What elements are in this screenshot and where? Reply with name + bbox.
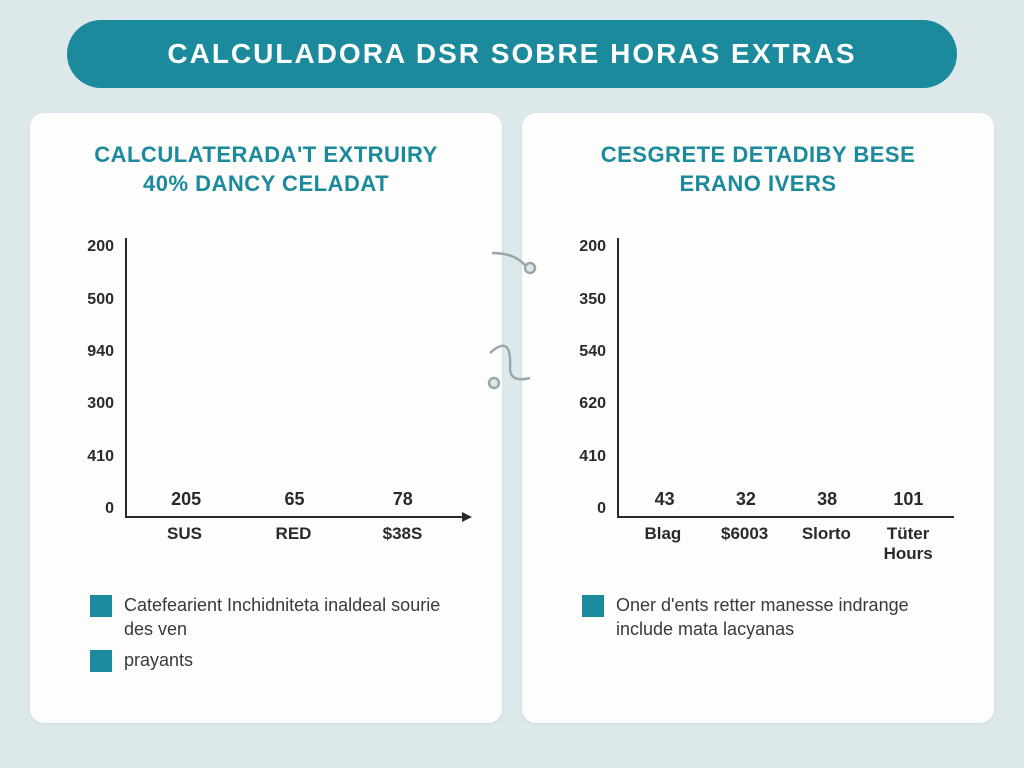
ytick: 620 bbox=[562, 395, 612, 413]
right-y-axis: 200 350 540 620 410 0 bbox=[562, 238, 612, 518]
left-title-l2: 40% DANCY CELADAT bbox=[143, 171, 389, 196]
legend-text: prayants bbox=[124, 648, 193, 672]
bar-slot: 205 bbox=[147, 489, 225, 516]
x-label: RED bbox=[254, 524, 333, 558]
left-panel-title: CALCULATERADA'T EXTRUIRY 40% DANCY CELAD… bbox=[60, 141, 472, 198]
ytick: 200 bbox=[70, 238, 120, 256]
x-label: SUS bbox=[145, 524, 224, 558]
bar-value: 101 bbox=[893, 489, 923, 510]
x-label: Tüter Hours bbox=[882, 524, 934, 558]
ytick: 940 bbox=[70, 343, 120, 361]
right-plot: 43 32 38 101 bbox=[617, 238, 954, 518]
bar-value: 65 bbox=[284, 489, 304, 510]
ytick: 540 bbox=[562, 343, 612, 361]
left-plot: 205 65 78 bbox=[125, 238, 462, 518]
legend-text: Catefearient Inchidniteta inaldeal souri… bbox=[124, 593, 472, 642]
x-label: $6003 bbox=[719, 524, 771, 558]
right-panel: CESGRETE DETADIBY BESE ERANO IVERS 200 3… bbox=[522, 113, 994, 723]
left-y-axis: 200 500 940 300 410 0 bbox=[70, 238, 120, 518]
right-chart: 200 350 540 620 410 0 43 32 38 bbox=[562, 238, 964, 558]
ytick: 410 bbox=[562, 448, 612, 466]
left-legend: Catefearient Inchidniteta inaldeal souri… bbox=[60, 593, 472, 672]
left-panel: CALCULATERADA'T EXTRUIRY 40% DANCY CELAD… bbox=[30, 113, 502, 723]
right-panel-title: CESGRETE DETADIBY BESE ERANO IVERS bbox=[552, 141, 964, 198]
ytick: 410 bbox=[70, 448, 120, 466]
ytick: 0 bbox=[562, 500, 612, 518]
legend-swatch bbox=[90, 595, 112, 617]
bar-slot: 43 bbox=[639, 489, 690, 516]
page-title: CALCULADORA DSR SOBRE HORAS EXTRAS bbox=[67, 20, 957, 88]
ytick: 300 bbox=[70, 395, 120, 413]
ytick: 500 bbox=[70, 291, 120, 309]
legend-item: prayants bbox=[90, 648, 472, 672]
ytick: 0 bbox=[70, 500, 120, 518]
bar-value: 43 bbox=[655, 489, 675, 510]
bar-slot: 38 bbox=[802, 489, 853, 516]
x-label: Slorto bbox=[801, 524, 853, 558]
left-x-labels: SUS RED $38S bbox=[125, 518, 462, 558]
left-chart: 200 500 940 300 410 0 205 65 78 bbox=[70, 238, 472, 558]
bar-value: 38 bbox=[817, 489, 837, 510]
ytick: 350 bbox=[562, 291, 612, 309]
bar-value: 32 bbox=[736, 489, 756, 510]
bar-slot: 78 bbox=[364, 489, 442, 516]
right-x-labels: Blag $6003 Slorto Tüter Hours bbox=[617, 518, 954, 558]
x-label: Blag bbox=[637, 524, 689, 558]
x-label: $38S bbox=[363, 524, 442, 558]
legend-swatch bbox=[582, 595, 604, 617]
bar-slot: 65 bbox=[255, 489, 333, 516]
legend-swatch bbox=[90, 650, 112, 672]
bar-slot: 32 bbox=[720, 489, 771, 516]
panels-row: CALCULATERADA'T EXTRUIRY 40% DANCY CELAD… bbox=[30, 113, 994, 723]
right-legend: Oner d'ents retter manesse indrange incl… bbox=[552, 593, 964, 642]
bar-value: 78 bbox=[393, 489, 413, 510]
bar-slot: 101 bbox=[883, 489, 934, 516]
bar-value: 205 bbox=[171, 489, 201, 510]
legend-text: Oner d'ents retter manesse indrange incl… bbox=[616, 593, 964, 642]
ytick: 200 bbox=[562, 238, 612, 256]
legend-item: Catefearient Inchidniteta inaldeal souri… bbox=[90, 593, 472, 642]
right-title-l2: ERANO IVERS bbox=[679, 171, 836, 196]
right-title-l1: CESGRETE DETADIBY BESE bbox=[601, 142, 916, 167]
left-title-l1: CALCULATERADA'T EXTRUIRY bbox=[94, 142, 438, 167]
legend-item: Oner d'ents retter manesse indrange incl… bbox=[582, 593, 964, 642]
